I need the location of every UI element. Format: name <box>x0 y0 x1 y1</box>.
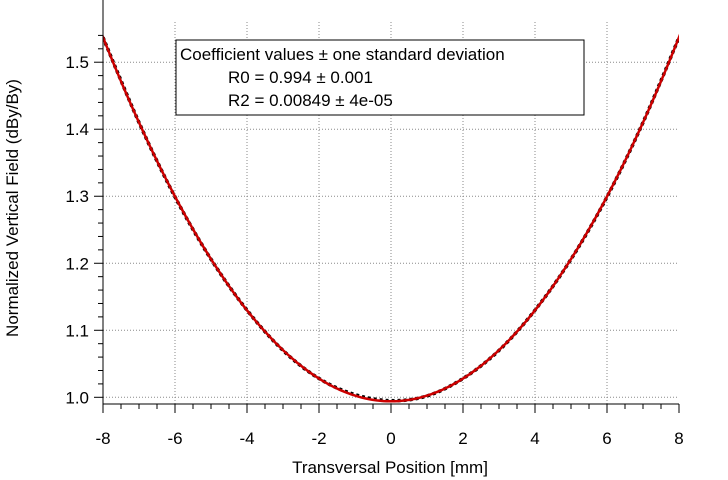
x-tick-label: 6 <box>602 429 611 448</box>
plot-curves <box>103 33 679 403</box>
x-axis-title: Transversal Position [mm] <box>292 458 488 477</box>
x-tick-label: -2 <box>311 429 326 448</box>
x-tick-label: -8 <box>95 429 110 448</box>
y-tick-label: 1.3 <box>65 187 89 206</box>
x-tick-label: 0 <box>386 429 395 448</box>
y-axis-title: Normalized Vertical Field (dBy/By) <box>3 79 22 337</box>
y-tick-label: 1.1 <box>65 321 89 340</box>
y-tick-label: 1.5 <box>65 53 89 72</box>
x-tick-label: 2 <box>458 429 467 448</box>
axis-ticks: -8 -6 -4 -2 0 2 4 6 8 1.0 1.1 1.2 1.3 1.4 1.5 <box>65 34 684 448</box>
legend-box: Coefficient values ± one standard deviat… <box>175 39 585 116</box>
x-tick-label: 8 <box>674 429 683 448</box>
x-tick-label: -6 <box>167 429 182 448</box>
fit-series-line <box>103 33 679 403</box>
legend-r2: R2 = 0.00849 ± 4e-05 <box>228 91 393 110</box>
y-tick-label: 1.4 <box>65 120 89 139</box>
x-tick-label: -4 <box>239 429 254 448</box>
y-tick-label: 1.2 <box>65 254 89 273</box>
y-tick-label: 1.0 <box>65 388 89 407</box>
x-tick-label: 4 <box>530 429 539 448</box>
legend-r0: R0 = 0.994 ± 0.001 <box>228 68 373 87</box>
legend-heading: Coefficient values ± one standard deviat… <box>180 45 505 64</box>
